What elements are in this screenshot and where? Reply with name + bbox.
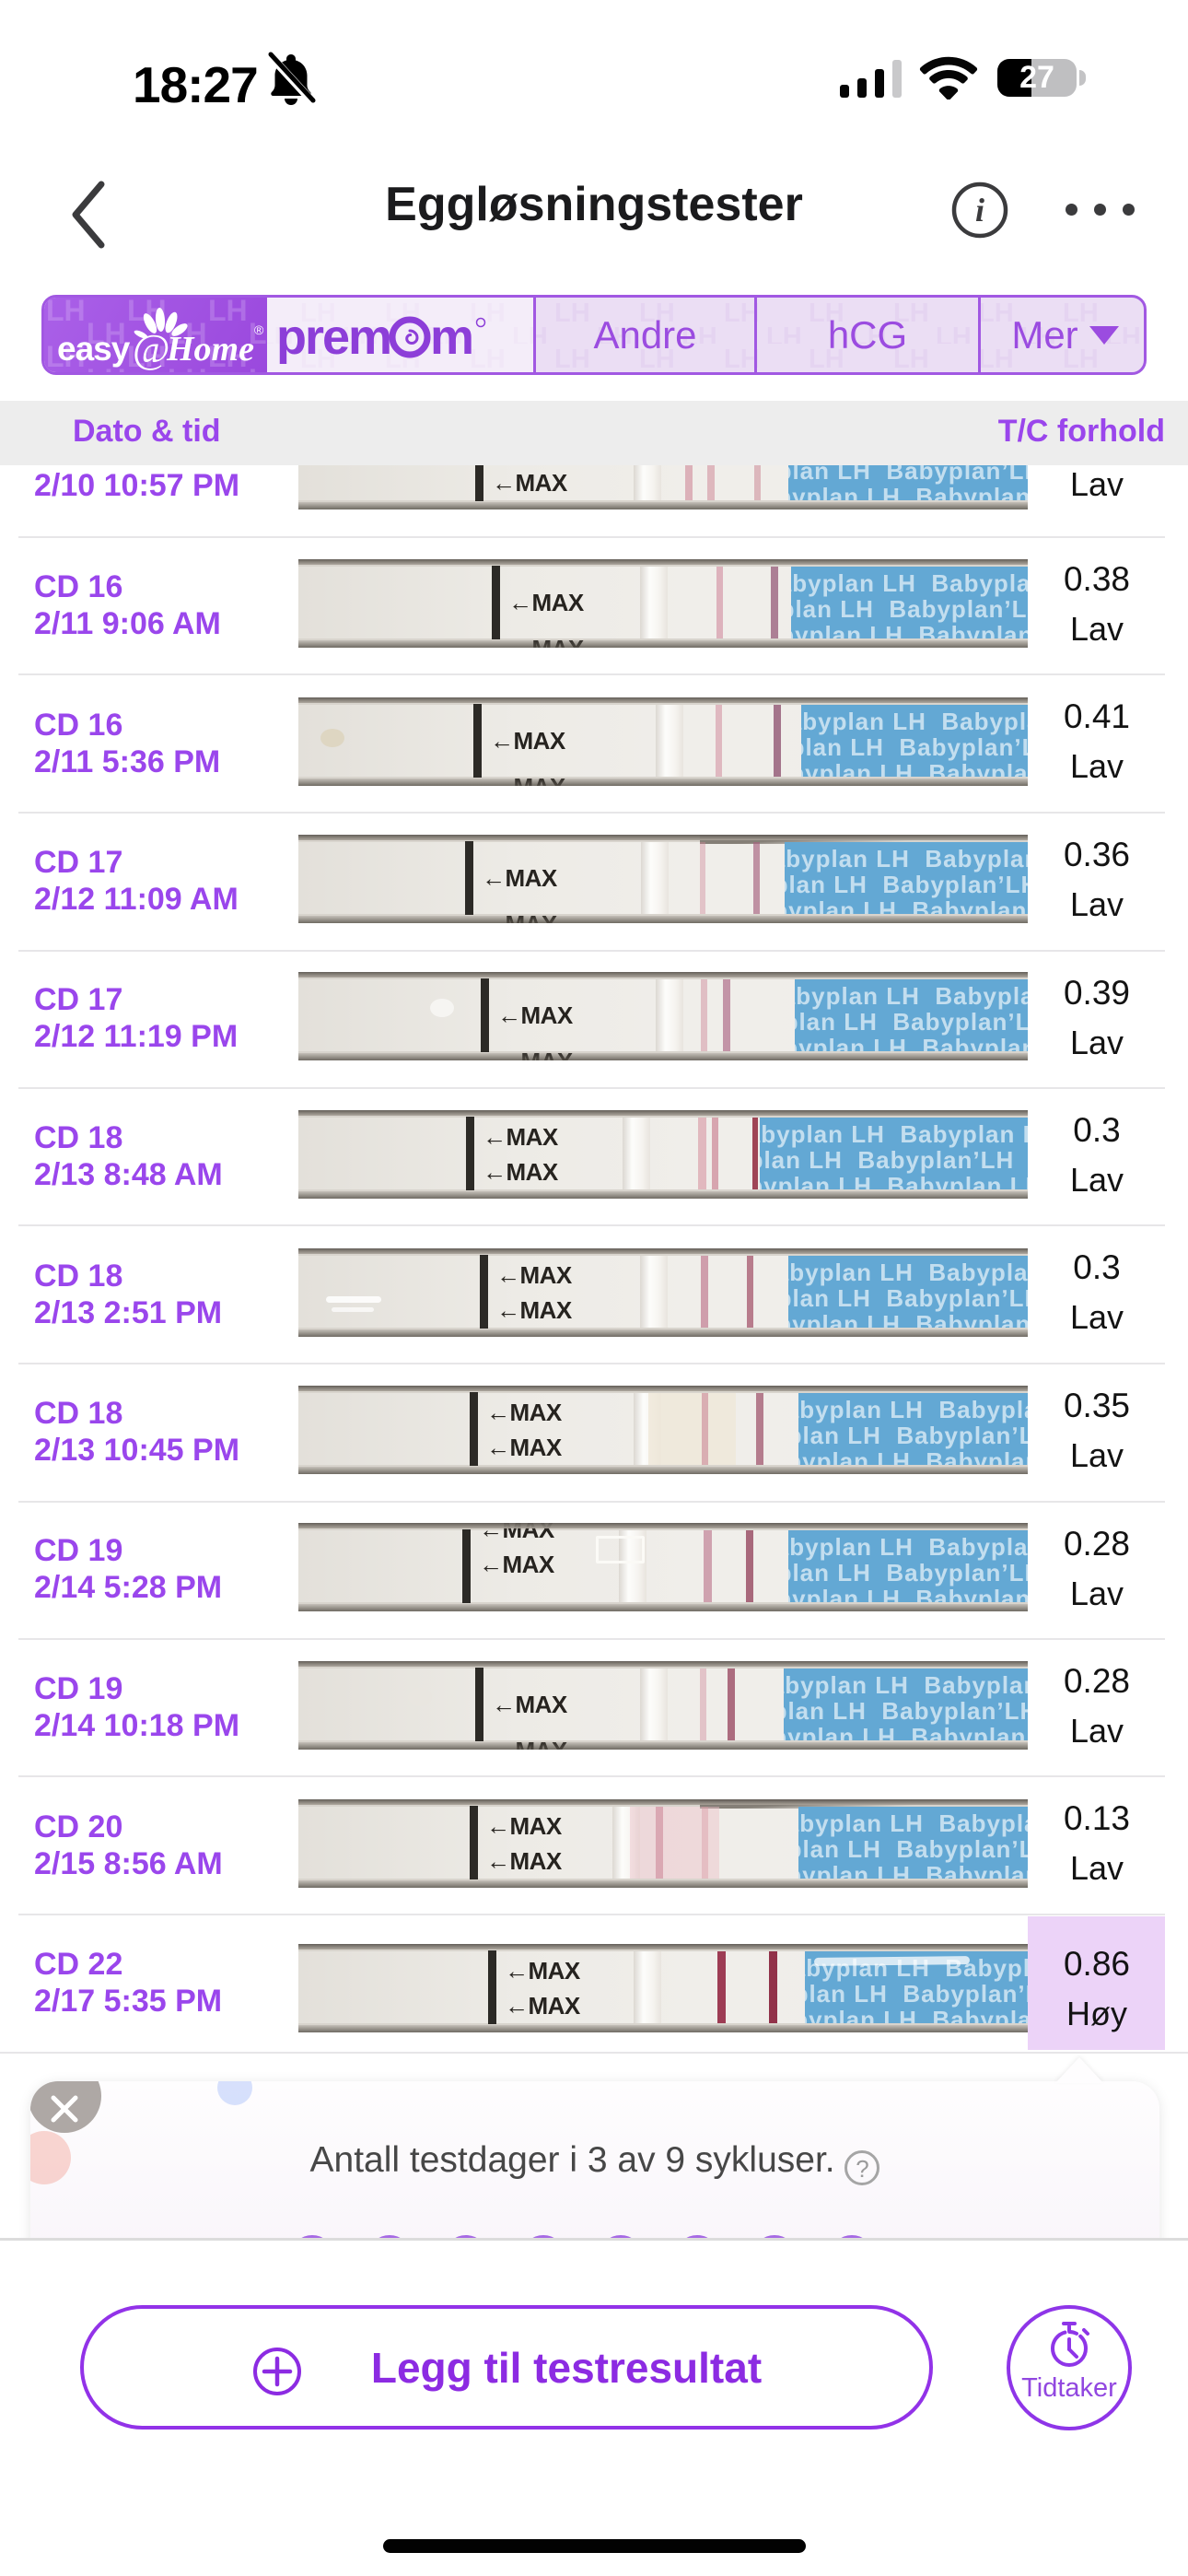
svg-text:Home: Home [166, 330, 254, 369]
svg-text:i: i [975, 192, 984, 228]
svg-text:easy: easy [57, 330, 131, 368]
svg-text:m: m [430, 310, 472, 365]
svg-text:@: @ [133, 326, 170, 371]
svg-text:prem: prem [276, 310, 390, 365]
svg-text:®: ® [254, 322, 264, 337]
